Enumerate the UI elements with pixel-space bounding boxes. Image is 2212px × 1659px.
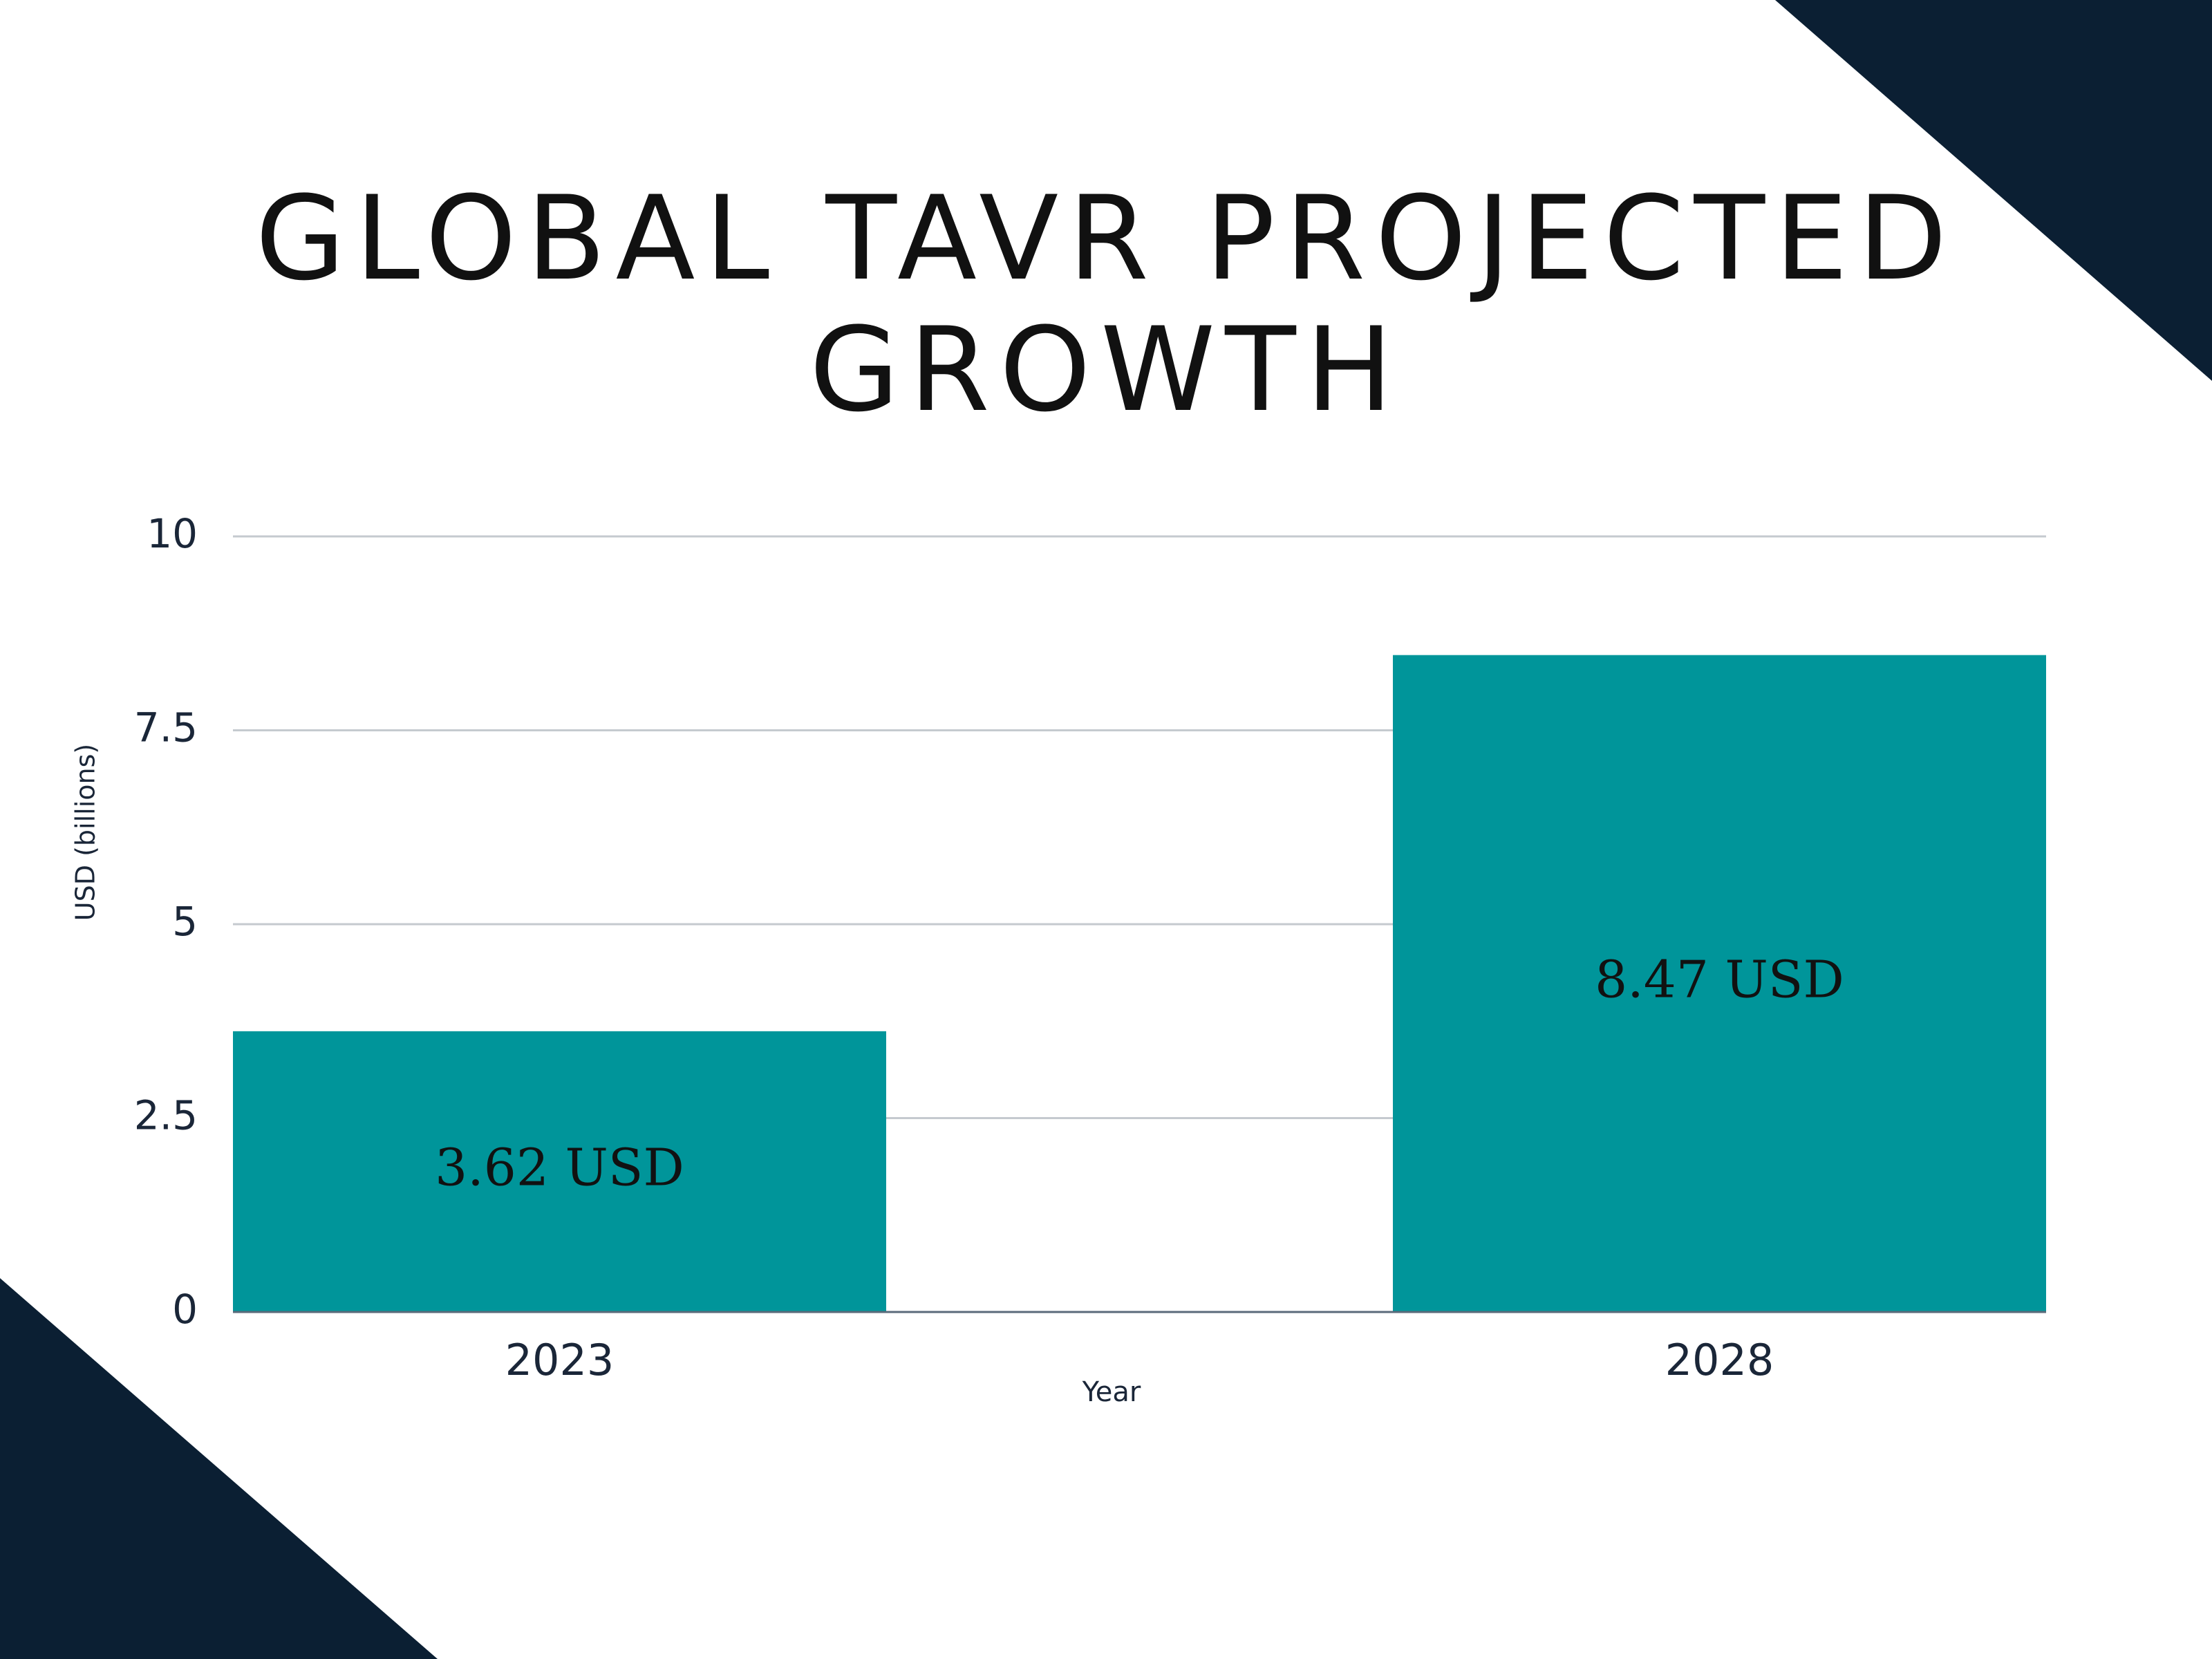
- y-tick-label: 10: [147, 510, 198, 557]
- corner-decoration: [1775, 0, 2212, 381]
- data-label: 8.47 USD: [1595, 950, 1844, 1009]
- y-axis-label: USD (billions): [71, 744, 101, 921]
- x-tick-label: 2028: [1665, 1335, 1774, 1385]
- data-label: 3.62 USD: [435, 1138, 684, 1197]
- corner-decoration: [0, 1278, 438, 1659]
- x-axis-label: Year: [1082, 1376, 1141, 1408]
- bar: [233, 1031, 886, 1312]
- x-tick-label: 2023: [505, 1335, 615, 1385]
- chart-title: GLOBAL TAVR PROJECTED GROWTH: [255, 171, 1957, 438]
- y-tick-label: 5: [172, 898, 198, 945]
- y-tick-label: 2.5: [134, 1092, 198, 1139]
- bar: [1393, 655, 2046, 1312]
- y-tick-label: 0: [172, 1286, 198, 1333]
- y-tick-label: 7.5: [134, 704, 198, 751]
